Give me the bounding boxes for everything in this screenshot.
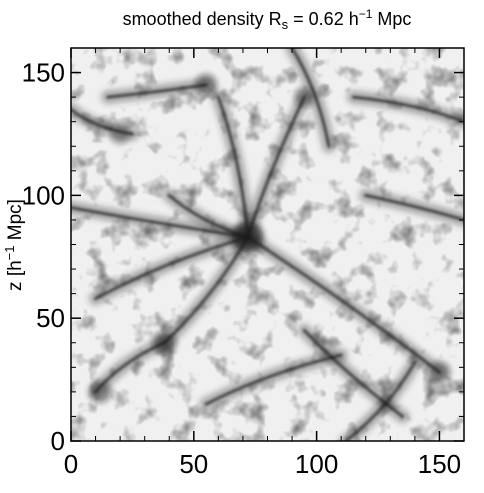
x-tick-label: 150 [418, 449, 461, 479]
filament [94, 235, 250, 301]
x-axis: 0 50 100 150 [64, 48, 461, 479]
cluster-node [110, 123, 131, 144]
cluster-node [195, 73, 218, 96]
cluster-node [152, 330, 177, 355]
cluster-nodes [89, 73, 451, 403]
filament [246, 235, 441, 374]
cluster-node [428, 361, 451, 384]
y-tick-label: 0 [51, 426, 65, 456]
filament [302, 328, 405, 418]
cluster-node [89, 380, 112, 403]
y-tick-label: 150 [22, 58, 65, 88]
filament [204, 353, 343, 406]
filament [344, 360, 417, 441]
y-tick-label: 50 [36, 303, 65, 333]
cluster-node [294, 87, 315, 108]
x-tick-label: 100 [295, 449, 338, 479]
filament [290, 48, 331, 148]
filament [216, 95, 250, 239]
density-field [71, 48, 464, 441]
filament [351, 95, 464, 124]
chart-title: smoothed density Rs = 0.62 h−1 Mpc [123, 7, 412, 32]
y-axis: 0 50 100 150 [22, 58, 464, 456]
x-tick-label: 50 [179, 449, 208, 479]
y-tick-label: 100 [22, 180, 65, 210]
y-axis-label: z [h−1 Mpc] [2, 199, 26, 291]
cluster-node [231, 221, 264, 254]
filament [364, 193, 464, 222]
x-tick-label: 0 [64, 449, 78, 479]
filament [71, 206, 250, 239]
